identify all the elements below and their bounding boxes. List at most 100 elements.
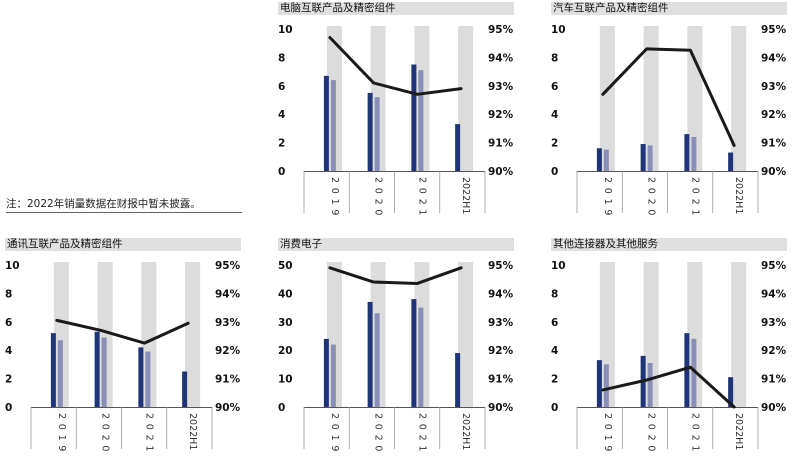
ratio-line <box>328 36 463 96</box>
left-tick-label: 2 <box>5 374 12 386</box>
left-tick-label: 8 <box>551 288 558 300</box>
right-tick-label: 91% <box>488 374 514 386</box>
left-tick-label: 10 <box>5 260 20 272</box>
right-tick-label: 95% <box>488 24 514 36</box>
bar-dark-2021 <box>411 299 417 407</box>
category-band <box>141 262 157 407</box>
chart-canvas: 0 2 4 6 8 10 90% 91% 92% 93% 94% 95% 2 0 1 9 2 0 2 0 2… <box>551 24 787 215</box>
right-tick-label: 95% <box>761 24 787 36</box>
right-tick-label: 95% <box>488 260 514 272</box>
right-tick-label: 95% <box>215 260 241 272</box>
left-tick-label: 4 <box>278 109 285 121</box>
ratio-line <box>328 266 463 285</box>
left-tick-label: 10 <box>278 374 293 386</box>
right-tick-label: 94% <box>761 52 787 64</box>
left-tick-label: 2 <box>551 138 558 150</box>
chart-title: 电脑互联产品及精密组件 <box>278 2 514 15</box>
category-band <box>643 26 659 171</box>
left-tick-label: 0 <box>551 402 558 414</box>
right-tick-label: 94% <box>488 288 514 300</box>
x-tick-label-2021: 2 0 2 1 <box>416 413 427 451</box>
x-tick-label-2022H1: 2022H1 <box>460 413 471 450</box>
chart-title: 其他连接器及其他服务 <box>551 238 787 251</box>
bar-light-2020 <box>374 97 380 171</box>
bar-dark-2021 <box>138 347 144 407</box>
right-tick-label: 91% <box>488 138 514 150</box>
category-band <box>185 262 201 407</box>
x-tick-label-2019: 2 0 1 9 <box>329 413 340 451</box>
left-tick-label: 0 <box>278 402 285 414</box>
bar-dark-2019 <box>596 148 602 171</box>
bar-dark-2020 <box>640 144 646 171</box>
bar-light-2021 <box>691 136 697 171</box>
x-tick-label-2020: 2 0 2 0 <box>646 177 657 215</box>
x-tick-label-2020: 2 0 2 0 <box>646 413 657 451</box>
left-tick-label: 8 <box>278 52 285 64</box>
bar-light-2019 <box>603 149 609 171</box>
chart-canvas: 0 10 20 30 40 50 90% 91% 92% 93% 94% 95% 2 0 1 9 2 0 … <box>278 260 514 451</box>
category-band <box>687 262 703 407</box>
left-tick-label: 2 <box>278 138 285 150</box>
left-tick-label: 20 <box>278 345 293 357</box>
category-band <box>53 262 69 407</box>
bar-light-2021 <box>418 70 424 171</box>
bar-dark-2020 <box>94 331 100 407</box>
chart-title: 消费电子 <box>278 238 514 251</box>
bar-dark-2020 <box>367 301 373 407</box>
right-tick-label: 93% <box>215 317 241 329</box>
x-tick-label-2019: 2 0 1 9 <box>602 177 613 215</box>
bar-dark-2022H1 <box>728 377 734 407</box>
left-tick-label: 10 <box>551 24 566 36</box>
x-tick-label-2022H1: 2022H1 <box>460 177 471 214</box>
category-band <box>599 262 615 407</box>
bar-dark-2022H1 <box>728 152 734 171</box>
x-tick-label-2021: 2 0 2 1 <box>689 177 700 215</box>
right-tick-label: 92% <box>761 345 787 357</box>
left-tick-label: 6 <box>551 81 558 93</box>
x-tick-label-2019: 2 0 1 9 <box>602 413 613 451</box>
left-tick-label: 40 <box>278 288 293 300</box>
right-tick-label: 93% <box>761 317 787 329</box>
bar-light-2019 <box>330 80 336 171</box>
right-tick-label: 94% <box>215 288 241 300</box>
chart-title: 通讯互联产品及精密组件 <box>5 238 241 251</box>
bar-light-2020 <box>101 337 107 407</box>
left-tick-label: 4 <box>5 345 12 357</box>
bar-light-2021 <box>418 307 424 407</box>
x-tick-label-2020: 2 0 2 0 <box>100 413 111 451</box>
left-tick-label: 0 <box>278 166 285 178</box>
chart-panel-other: 其他连接器及其他服务 0 2 4 6 8 10 90% 91% 92% 93% 94% 95% 2 0 … <box>551 238 787 453</box>
x-tick-label-2019: 2 0 1 9 <box>329 177 340 215</box>
right-tick-label: 91% <box>761 138 787 150</box>
chart-canvas: 0 2 4 6 8 10 90% 91% 92% 93% 94% 95% 2 0 1 9 2 0 2 0 2… <box>551 260 787 451</box>
right-tick-label: 90% <box>488 402 514 414</box>
category-band <box>731 262 747 407</box>
bar-light-2019 <box>330 344 336 407</box>
footnote-divider <box>6 212 242 213</box>
bar-light-2021 <box>145 351 151 407</box>
right-tick-label: 90% <box>215 402 241 414</box>
bar-dark-2020 <box>367 92 373 171</box>
x-tick-label-2020: 2 0 2 0 <box>373 413 384 451</box>
category-band <box>458 26 474 171</box>
left-tick-label: 6 <box>5 317 12 329</box>
right-tick-label: 92% <box>215 345 241 357</box>
right-tick-label: 90% <box>488 166 514 178</box>
x-tick-label-2022H1: 2022H1 <box>733 413 744 450</box>
bar-dark-2021 <box>684 333 690 407</box>
category-band <box>326 262 342 407</box>
right-tick-label: 95% <box>761 260 787 272</box>
chart-title: 汽车互联产品及精密组件 <box>551 2 787 15</box>
right-tick-label: 92% <box>761 109 787 121</box>
left-tick-label: 6 <box>551 317 558 329</box>
left-tick-label: 0 <box>551 166 558 178</box>
left-tick-label: 4 <box>551 109 558 121</box>
bar-dark-2022H1 <box>455 124 461 171</box>
right-tick-label: 92% <box>488 345 514 357</box>
x-tick-label-2021: 2 0 2 1 <box>143 413 154 451</box>
bar-dark-2019 <box>50 333 56 407</box>
bar-light-2020 <box>647 145 653 171</box>
chart-panel-telecom: 通讯互联产品及精密组件 0 2 4 6 8 10 90% 91% 92% 93% 94% 95% 2 0… <box>5 238 241 453</box>
bar-light-2020 <box>374 313 380 407</box>
bar-light-2019 <box>57 340 63 407</box>
